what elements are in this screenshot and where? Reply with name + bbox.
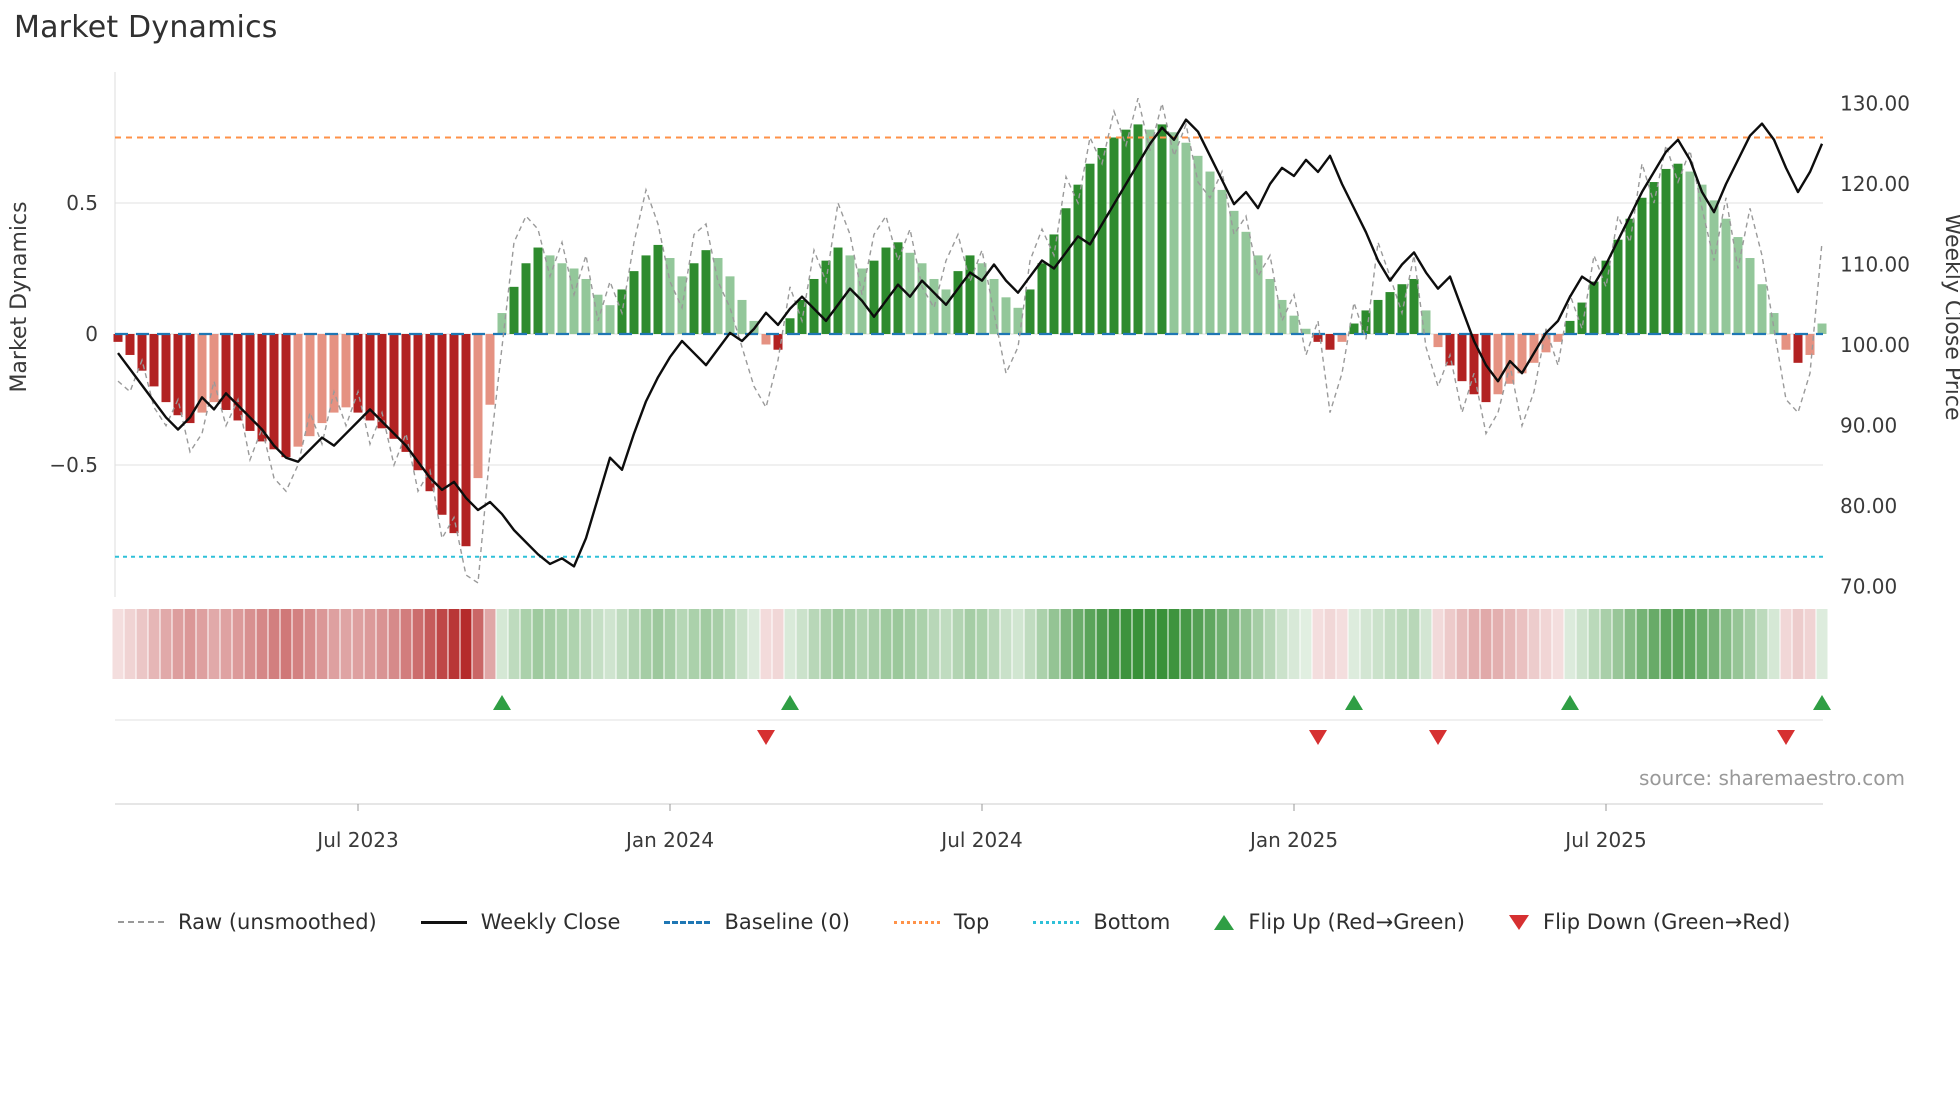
svg-text:Jan 2025: Jan 2025 — [1248, 828, 1338, 852]
axis-tick-labels: −0.5 0 0.5 70.00 80.00 90.00 100.00 110.00 120.0… — [49, 92, 1910, 599]
legend-label-flip-down: Flip Down (Green→Red) — [1542, 910, 1791, 934]
legend-label-weekly-close: Weekly Close — [480, 910, 621, 934]
legend-item-flip-down: Flip Down (Green→Red) — [1508, 910, 1791, 934]
flip-up-triangle-icon — [1214, 914, 1235, 930]
svg-text:Jul 2025: Jul 2025 — [1563, 828, 1646, 852]
top-line-swatch-icon — [893, 920, 940, 924]
source-text: source: sharemaestro.com — [1639, 766, 1905, 790]
flip-down-marker — [1777, 730, 1795, 745]
bottom-line-swatch-icon — [1033, 920, 1080, 924]
legend-item-bottom: Bottom — [1033, 910, 1170, 934]
weekly-close-line — [117, 118, 1824, 568]
legend-label-raw: Raw (unsmoothed) — [178, 910, 377, 934]
page-title: Market Dynamics — [14, 10, 278, 45]
oscillator-bars — [113, 124, 1827, 547]
x-axis-labels: Jul 2023 Jan 2024 Jul 2024 Jan 2025 Jul 2025 — [315, 804, 1647, 852]
svg-text:0.5: 0.5 — [66, 191, 98, 215]
flip-down-marker — [757, 730, 775, 745]
flip-up-marker — [781, 695, 799, 710]
flip-down-marker — [1429, 730, 1447, 745]
legend-item-raw: Raw (unsmoothed) — [118, 910, 377, 934]
flip-up-marker — [493, 695, 511, 710]
svg-text:80.00: 80.00 — [1840, 494, 1897, 518]
svg-text:100.00: 100.00 — [1840, 333, 1910, 357]
flip-down-markers — [757, 730, 1795, 745]
legend-label-top: Top — [953, 910, 990, 934]
chart-legend: Raw (unsmoothed) Weekly Close Baseline (… — [118, 910, 1960, 934]
legend-item-baseline: Baseline (0) — [664, 910, 850, 934]
svg-text:Jan 2024: Jan 2024 — [624, 828, 714, 852]
flip-up-marker — [1561, 695, 1579, 710]
flip-up-marker — [1813, 695, 1831, 710]
svg-text:120.00: 120.00 — [1840, 172, 1910, 196]
market-dynamics-page: Market Dynamics −0.5 0 0.5 70.00 80.00 90.00 1… — [0, 10, 1960, 1112]
svg-text:0: 0 — [85, 322, 98, 346]
flip-down-triangle-icon — [1508, 914, 1529, 930]
svg-text:−0.5: −0.5 — [49, 453, 98, 477]
svg-text:Jul 2024: Jul 2024 — [939, 828, 1022, 852]
left-axis-title: Market Dynamics — [7, 201, 32, 392]
flip-up-marker — [1345, 695, 1363, 710]
legend-item-top: Top — [893, 910, 990, 934]
svg-text:Jul 2023: Jul 2023 — [315, 828, 398, 852]
svg-text:130.00: 130.00 — [1840, 92, 1910, 116]
legend-label-baseline: Baseline (0) — [724, 910, 850, 934]
flip-down-marker — [1309, 730, 1327, 745]
legend-item-weekly-close: Weekly Close — [420, 910, 621, 934]
legend-label-flip-up: Flip Up (Red→Green) — [1248, 910, 1465, 934]
flip-up-markers — [493, 695, 1831, 710]
baseline-swatch-icon — [664, 920, 711, 924]
weekly-close-swatch-icon — [420, 920, 467, 924]
heatmap-strip — [112, 609, 1828, 679]
svg-text:70.00: 70.00 — [1840, 575, 1897, 599]
legend-label-bottom: Bottom — [1093, 910, 1171, 934]
right-axis-title: Weekly Close Price — [1940, 214, 1960, 421]
svg-text:90.00: 90.00 — [1840, 414, 1897, 438]
raw-line-swatch-icon — [118, 921, 164, 923]
svg-text:110.00: 110.00 — [1840, 253, 1910, 277]
legend-item-flip-up: Flip Up (Red→Green) — [1214, 910, 1465, 934]
chart-canvas: −0.5 0 0.5 70.00 80.00 90.00 100.00 110.00 120.0… — [7, 72, 1960, 852]
